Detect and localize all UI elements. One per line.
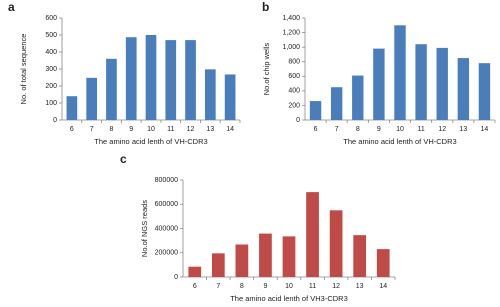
y-tick-label: 800 <box>288 59 300 66</box>
x-tick-label: 8 <box>240 283 244 290</box>
panel-label: c <box>120 152 127 166</box>
y-tick-label: 100 <box>45 100 57 107</box>
x-axis-label: The amino acid lenth of VH-CDR3 <box>94 137 207 146</box>
bar <box>204 69 216 120</box>
panel-label: b <box>262 0 269 14</box>
bar <box>259 233 272 277</box>
x-tick-label: 9 <box>129 126 133 133</box>
bar <box>185 40 196 120</box>
y-tick-label: 1,000 <box>282 44 300 51</box>
bar <box>165 40 177 120</box>
bar <box>282 236 296 277</box>
y-axis-label: No.of chip wells <box>262 42 271 95</box>
bar <box>329 210 343 277</box>
bar <box>436 47 448 120</box>
y-axis-label: No. of total sequence <box>19 34 28 105</box>
bar <box>478 63 491 120</box>
bar <box>188 266 202 277</box>
bar <box>376 249 390 277</box>
bar <box>330 87 343 120</box>
bar <box>457 58 470 120</box>
y-tick-label: 800000 <box>155 177 178 184</box>
y-tick-label: 0 <box>53 117 57 124</box>
x-tick-label: 8 <box>356 126 360 133</box>
x-axis-label: The amino acid lenth of VH-CDR3 <box>343 137 456 146</box>
bar <box>352 75 364 120</box>
x-tick-label: 12 <box>332 283 340 290</box>
x-tick-label: 12 <box>187 126 195 133</box>
x-tick-label: 11 <box>309 283 316 290</box>
bar <box>86 77 98 120</box>
x-tick-label: 10 <box>285 283 293 290</box>
x-tick-label: 14 <box>226 126 234 133</box>
y-tick-label: 200 <box>288 102 300 109</box>
y-tick-label: 200 <box>45 83 57 90</box>
x-tick-label: 6 <box>193 283 197 290</box>
bar <box>66 96 78 120</box>
x-tick-label: 6 <box>314 126 318 133</box>
x-tick-label: 9 <box>263 283 267 290</box>
x-tick-label: 7 <box>90 126 94 133</box>
y-tick-label: 400 <box>288 88 300 95</box>
x-tick-label: 14 <box>481 126 489 133</box>
panel-label: a <box>8 0 15 14</box>
x-tick-label: 12 <box>438 126 446 133</box>
bar <box>145 35 157 120</box>
y-tick-label: 0 <box>296 117 300 124</box>
y-tick-label: 600000 <box>155 201 178 208</box>
y-tick-label: 1,400 <box>282 15 300 22</box>
x-tick-label: 13 <box>356 283 364 290</box>
x-tick-label: 6 <box>70 126 74 133</box>
y-tick-label: 400000 <box>155 225 178 232</box>
x-tick-label: 7 <box>216 283 220 290</box>
bar <box>353 235 367 277</box>
y-tick-label: 600 <box>45 15 57 22</box>
y-tick-label: 1,200 <box>282 29 300 36</box>
bar <box>106 58 117 120</box>
x-axis-label: The amino acid lenth of VH3-CDR3 <box>230 294 348 303</box>
y-tick-label: 0 <box>174 274 178 281</box>
bar <box>306 192 319 277</box>
x-tick-label: 13 <box>459 126 467 133</box>
y-tick-label: 600 <box>288 73 300 80</box>
x-tick-label: 11 <box>167 126 174 133</box>
y-tick-label: 200000 <box>155 250 178 257</box>
y-tick-label: 500 <box>45 32 57 39</box>
y-axis-label: No.of NGS reads <box>140 200 149 257</box>
bar <box>224 74 236 120</box>
x-tick-label: 10 <box>147 126 155 133</box>
bar <box>125 37 137 120</box>
x-tick-label: 9 <box>377 126 381 133</box>
bar <box>235 244 249 277</box>
x-tick-label: 10 <box>396 126 404 133</box>
y-tick-label: 400 <box>45 49 57 56</box>
bar <box>415 44 427 120</box>
x-tick-label: 11 <box>417 126 424 133</box>
x-tick-label: 14 <box>379 283 387 290</box>
bar <box>211 253 225 277</box>
bar <box>373 48 385 120</box>
x-tick-label: 7 <box>335 126 339 133</box>
x-tick-label: 13 <box>206 126 214 133</box>
x-tick-label: 8 <box>109 126 113 133</box>
bar <box>309 101 322 120</box>
bar <box>394 25 406 121</box>
y-tick-label: 300 <box>45 66 57 73</box>
